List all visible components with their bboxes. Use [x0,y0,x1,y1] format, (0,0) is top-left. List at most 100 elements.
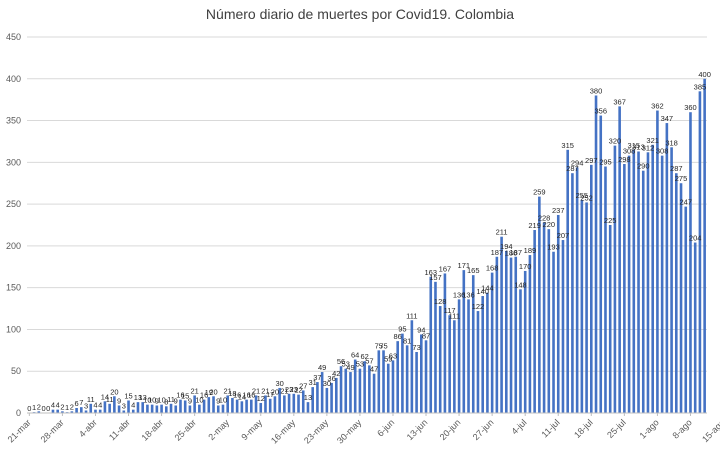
data-label: 20 [110,387,118,396]
bar [575,167,579,413]
bar [70,411,74,413]
x-tick-label: 27-jun [471,417,496,442]
bar [292,393,296,413]
bar [415,352,418,413]
gridlines [27,36,707,372]
x-tick-label: 11-jul [539,417,561,439]
bar [51,409,55,413]
data-label: 321 [646,136,659,145]
data-label: 7 [79,398,83,407]
x-tick-label: 18-abr [140,417,165,442]
bar [471,275,475,413]
bar [571,173,574,413]
bar [212,396,215,413]
bar [448,315,451,413]
bar [486,292,489,413]
data-label: 247 [679,198,692,207]
data-label: 81 [403,336,411,345]
bar [514,256,518,413]
data-label: 16 [200,391,208,400]
bar [420,334,423,413]
bar [660,155,664,413]
bar [453,320,456,413]
bar [221,404,225,413]
data-label: 380 [590,86,603,95]
data-label: 252 [580,193,593,202]
bar [519,289,522,413]
bar [429,276,433,413]
bar [424,340,428,413]
bar [675,173,678,413]
bar [127,400,130,413]
bar [235,399,239,413]
y-tick-label: 0 [16,408,21,418]
data-label: 170 [519,262,532,271]
bar [434,281,437,413]
data-label: 75 [379,341,387,350]
data-label: 56 [337,357,345,366]
data-label: 11 [167,395,175,404]
bar [599,115,603,413]
bar [108,403,111,413]
data-label: 111 [406,311,417,320]
data-label: 347 [661,114,674,123]
bar [330,382,333,413]
data-label: 297 [585,156,598,165]
data-label: 167 [439,264,452,273]
bar [160,404,163,413]
y-tick-label: 450 [6,32,21,42]
data-label: 140 [476,287,489,296]
bar [273,396,277,413]
bar [698,91,702,414]
data-label: 0 [41,404,45,413]
data-label: 6 [74,399,78,408]
bar [311,387,314,413]
data-label: 13 [304,393,312,402]
data-label: 290 [637,162,650,171]
bar [363,361,366,413]
bar [632,149,636,414]
data-label: 37 [313,373,321,382]
bar [216,405,220,413]
bar [245,399,248,413]
data-label: 2 [37,402,41,411]
bar [651,144,654,413]
data-label: 10 [195,396,203,405]
bar [297,394,300,413]
bar [155,405,159,413]
bar [349,372,352,413]
bar [231,397,234,413]
bar [377,350,381,413]
data-label: 163 [424,268,437,277]
data-label: 63 [389,351,397,360]
bar [226,395,229,413]
data-label: 4 [98,401,102,410]
data-label: 117 [444,306,456,315]
data-label: 2 [70,402,74,411]
x-tick-label: 25-abr [173,417,198,442]
data-label: 367 [613,97,626,106]
data-label: 168 [486,264,499,273]
bar [457,299,461,413]
bar [183,400,187,413]
x-tick-label: 13-jun [405,417,430,442]
data-label: 21 [224,386,232,395]
bar [353,359,357,413]
bar [250,399,253,413]
bar [641,170,645,413]
bar [556,214,560,413]
data-label: 13 [134,393,142,402]
data-label: 11 [87,395,95,404]
bar [391,360,395,413]
bar [141,402,144,413]
data-label: 49 [346,363,354,372]
data-label: 10 [148,396,156,405]
bar [207,397,211,413]
x-tick-label: 11-abr [107,417,132,442]
x-tick-label: 2-may [206,417,231,442]
bar [396,341,399,413]
bar [75,407,78,413]
y-tick-label: 300 [6,157,21,167]
data-label: 294 [571,158,584,167]
